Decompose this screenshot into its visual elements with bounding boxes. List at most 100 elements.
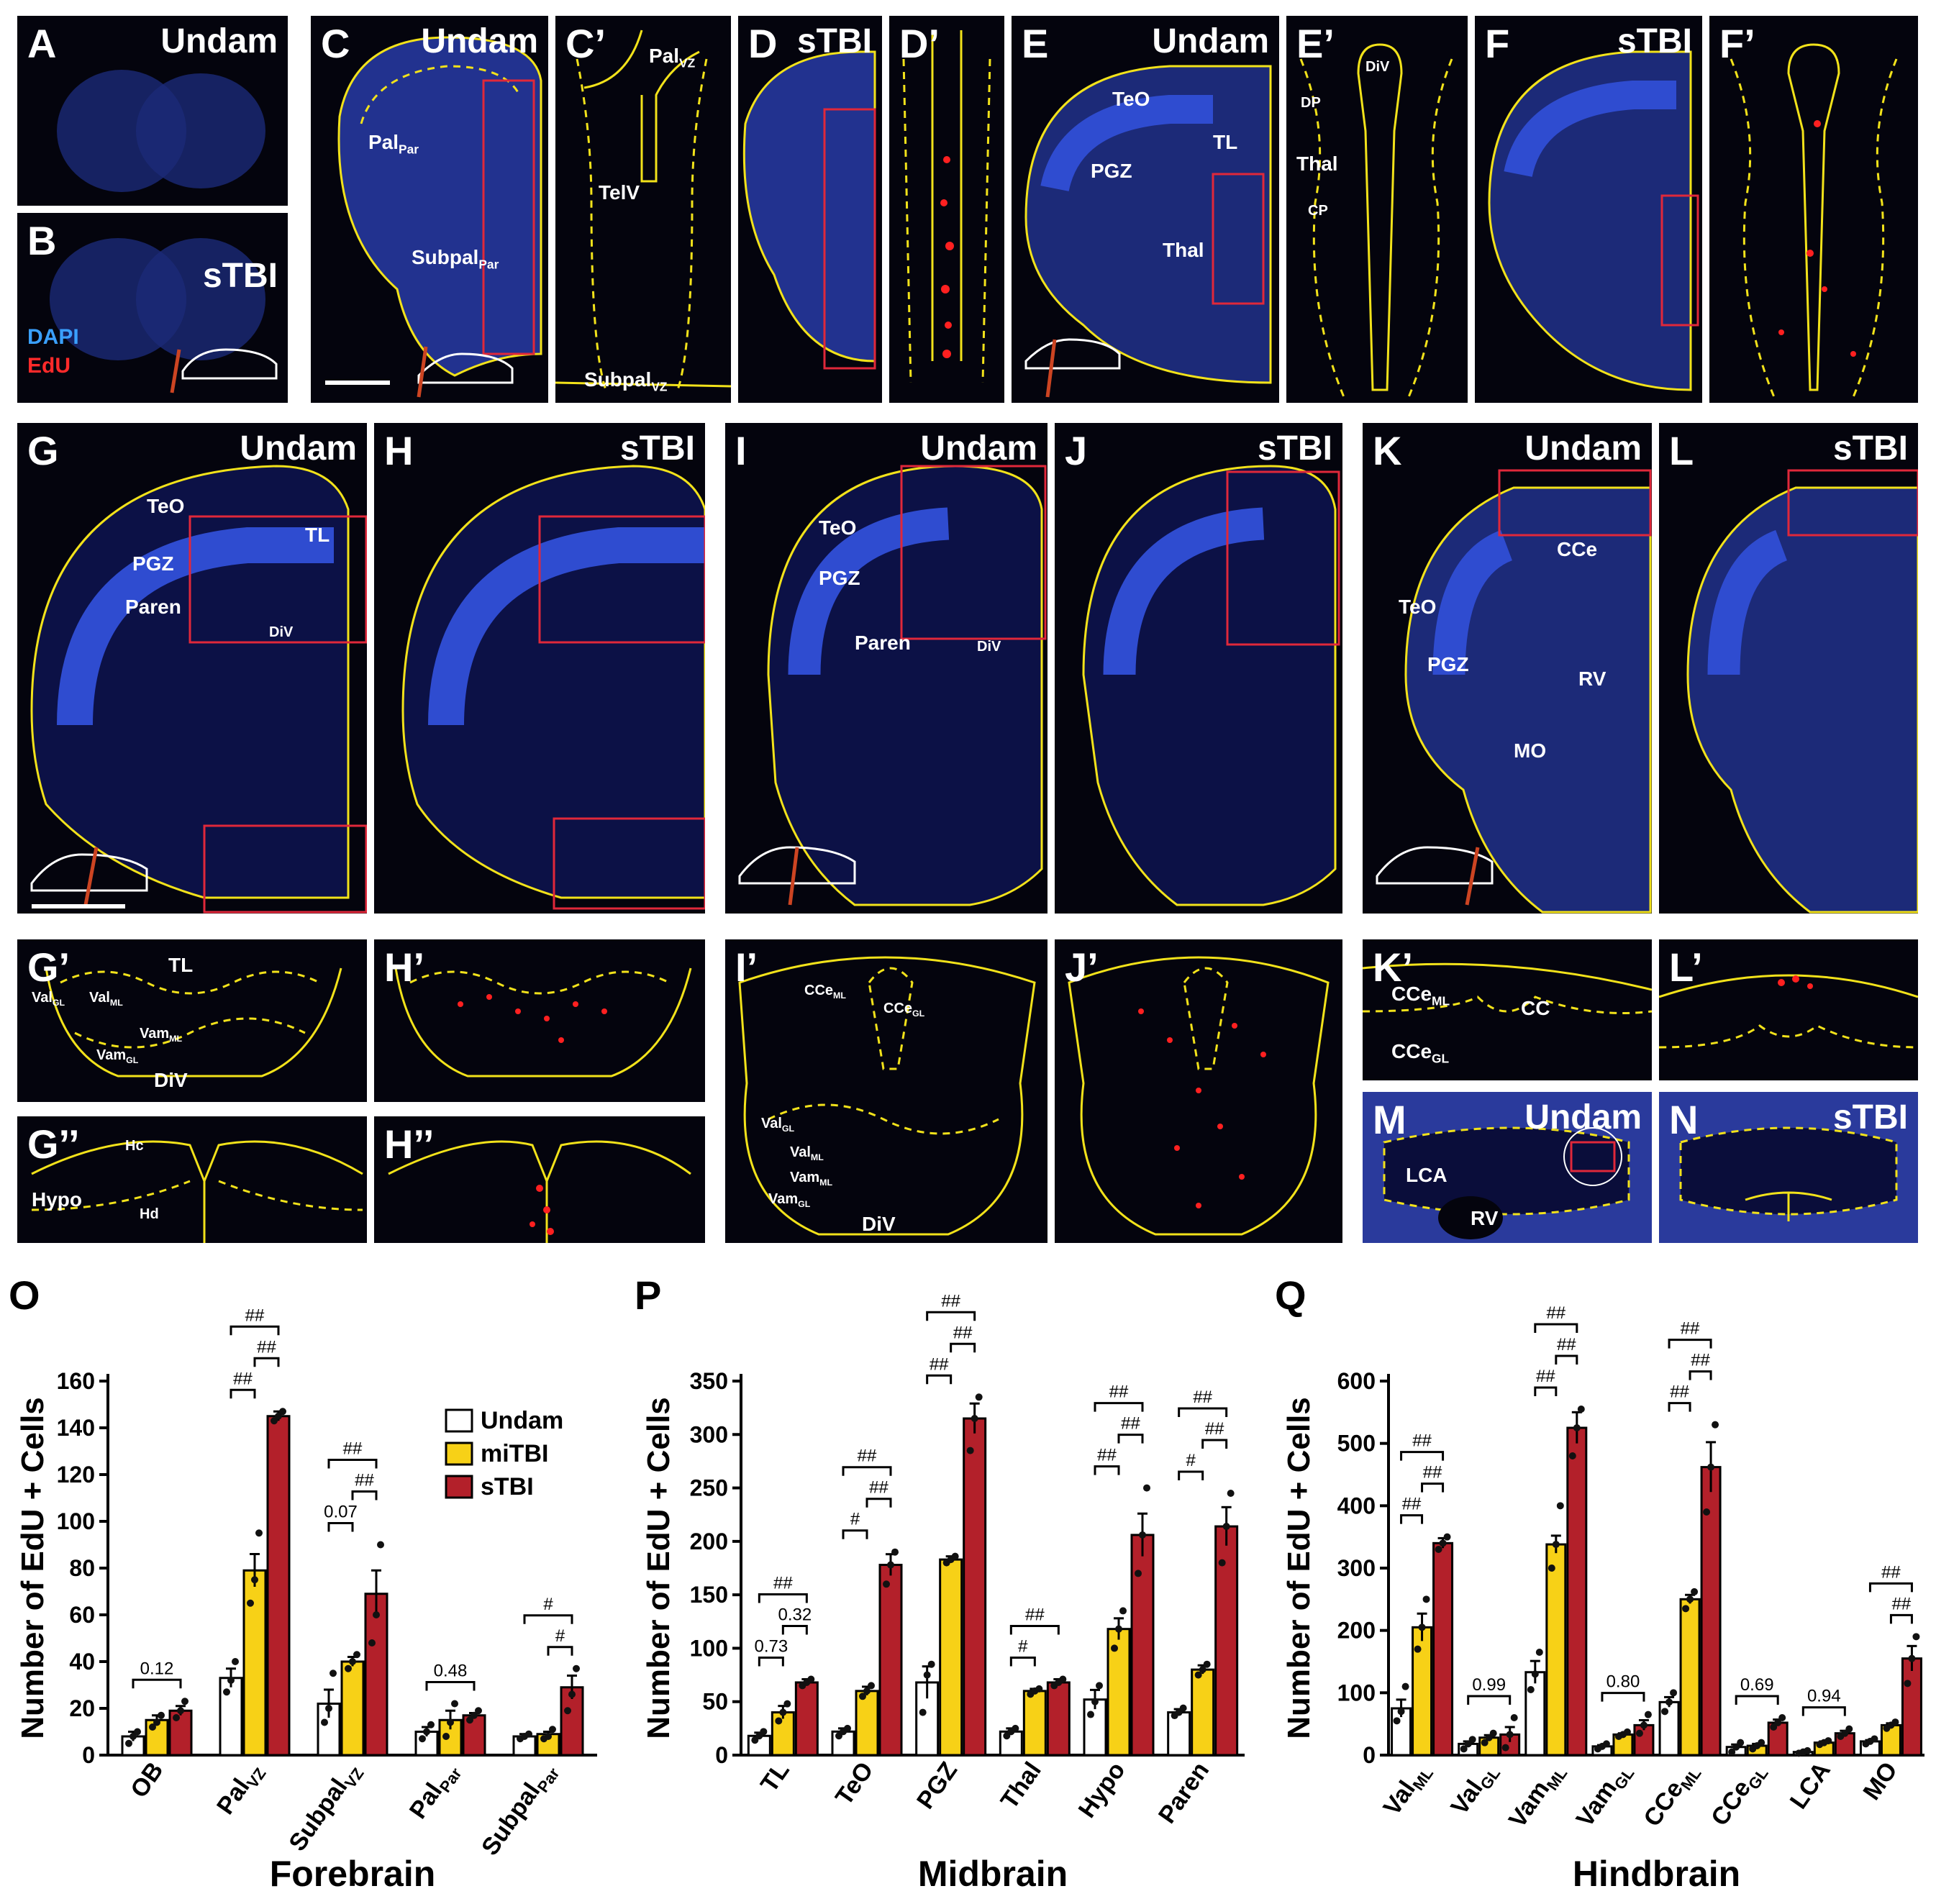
condition-label: Undam [1524, 1098, 1642, 1137]
bar [1130, 1534, 1155, 1757]
bar [794, 1681, 819, 1757]
condition-label: Undam [421, 22, 538, 60]
data-point [779, 1708, 787, 1716]
panel-a: A Undam [17, 16, 288, 206]
data-point [919, 1708, 927, 1716]
data-point [1435, 1546, 1442, 1553]
data-point [368, 1639, 376, 1646]
bar [878, 1564, 903, 1757]
panel-h: H sTBI [374, 423, 705, 914]
bar [1167, 1711, 1191, 1757]
region-label: MO [1514, 739, 1547, 762]
data-point [1623, 1728, 1631, 1736]
chart-p: P 0 50 100 150 200 250 300 350 Number of EdU + Ce… [626, 1266, 1259, 1900]
region-label: CC [1521, 997, 1550, 1019]
panel-label: F’ [1719, 21, 1755, 66]
significance-label: 0.80 [1606, 1672, 1640, 1692]
region-label: PGZ [132, 552, 174, 575]
data-point [1845, 1725, 1853, 1733]
legend-label: sTBI [481, 1473, 534, 1500]
data-point [1393, 1717, 1401, 1725]
panel-l: L sTBI [1659, 423, 1918, 914]
x-axis-label: Hindbrain [1573, 1854, 1740, 1894]
y-axis-label: Number of EdU + Cells [15, 1397, 50, 1739]
data-point [1115, 1625, 1122, 1633]
x-tick-label: VamGL [1571, 1757, 1638, 1834]
panel-label: K [1373, 428, 1402, 473]
data-point [1418, 1623, 1426, 1631]
y-tick-label: 100 [1337, 1680, 1376, 1705]
data-point [471, 1711, 478, 1719]
significance-bracket [547, 1646, 573, 1656]
data-point [1135, 1570, 1142, 1577]
data-point [419, 1735, 426, 1743]
data-point [447, 1718, 454, 1726]
data-point [1774, 1718, 1782, 1726]
significance-bracket [1421, 1482, 1445, 1493]
significance-bracket [1178, 1470, 1204, 1480]
data-point [1087, 1711, 1094, 1718]
significance-label: 0.94 [1807, 1687, 1841, 1706]
panel-label: B [27, 218, 57, 263]
significance-label: ## [930, 1354, 949, 1374]
x-tick-label: TeO [830, 1757, 879, 1810]
data-point [271, 1417, 278, 1425]
y-tick-label: 60 [69, 1602, 95, 1628]
chart-panel-label: P [635, 1272, 661, 1318]
data-point [1468, 1736, 1476, 1744]
data-point [868, 1682, 875, 1690]
data-point [1577, 1406, 1585, 1413]
significance-bracket [327, 1459, 378, 1469]
x-tick-label: CCeML [1638, 1757, 1704, 1834]
region-label: Thal [1163, 239, 1204, 261]
panel-c: C Undam PalPar SubpalPar [311, 16, 548, 403]
significance-bracket [1668, 1339, 1712, 1349]
chart-panel-label: O [9, 1272, 40, 1318]
significance-bracket [1555, 1354, 1578, 1365]
significance-label: 0.99 [1472, 1675, 1506, 1695]
bar [1901, 1657, 1922, 1757]
data-point [525, 1730, 532, 1738]
data-point [149, 1723, 156, 1731]
data-point [232, 1658, 239, 1665]
condition-label: sTBI [1257, 429, 1332, 468]
data-point [1737, 1739, 1745, 1746]
data-point [568, 1690, 576, 1698]
significance-label: # [1018, 1637, 1028, 1657]
significance-bracket [1201, 1439, 1228, 1449]
bar [1700, 1466, 1722, 1757]
data-point [966, 1447, 974, 1454]
legend-swatch [445, 1475, 473, 1499]
significance-bracket [1534, 1386, 1558, 1396]
panel-label: N [1669, 1097, 1699, 1142]
region-label: RV [1471, 1207, 1499, 1229]
panel-i-prime: I’ CCeML CCeGL ValGL ValML VamML VamGL D… [725, 939, 1047, 1243]
panel-m: M Undam LCA RV [1363, 1092, 1652, 1243]
data-point [1501, 1744, 1509, 1752]
significance-bracket [132, 1678, 182, 1689]
panel-label: H [384, 428, 414, 473]
region-label: TeO [819, 516, 857, 539]
region-label: TeO [1112, 88, 1150, 110]
region-label: LCA [1406, 1164, 1448, 1186]
significance-bracket [758, 1593, 808, 1603]
data-point [1573, 1424, 1581, 1431]
x-tick-label: ValML [1378, 1757, 1437, 1823]
data-point [1203, 1660, 1211, 1668]
bar [1191, 1668, 1215, 1757]
significance-bracket [1668, 1402, 1691, 1412]
significance-label: ## [1557, 1335, 1576, 1354]
bar [1046, 1681, 1071, 1757]
panel-j-prime: J’ [1055, 939, 1342, 1243]
y-tick-label: 50 [702, 1689, 728, 1715]
panel-label: A [27, 21, 57, 66]
data-point [1644, 1711, 1652, 1718]
significance-bracket [950, 1342, 976, 1353]
significance-bracket [1467, 1695, 1512, 1705]
x-tick-label: ValGL [1445, 1757, 1504, 1822]
data-point [247, 1599, 254, 1607]
significance-label: ## [1681, 1319, 1700, 1339]
condition-label: Undam [240, 429, 357, 468]
significance-bracket [842, 1466, 892, 1476]
data-point [1422, 1595, 1430, 1603]
